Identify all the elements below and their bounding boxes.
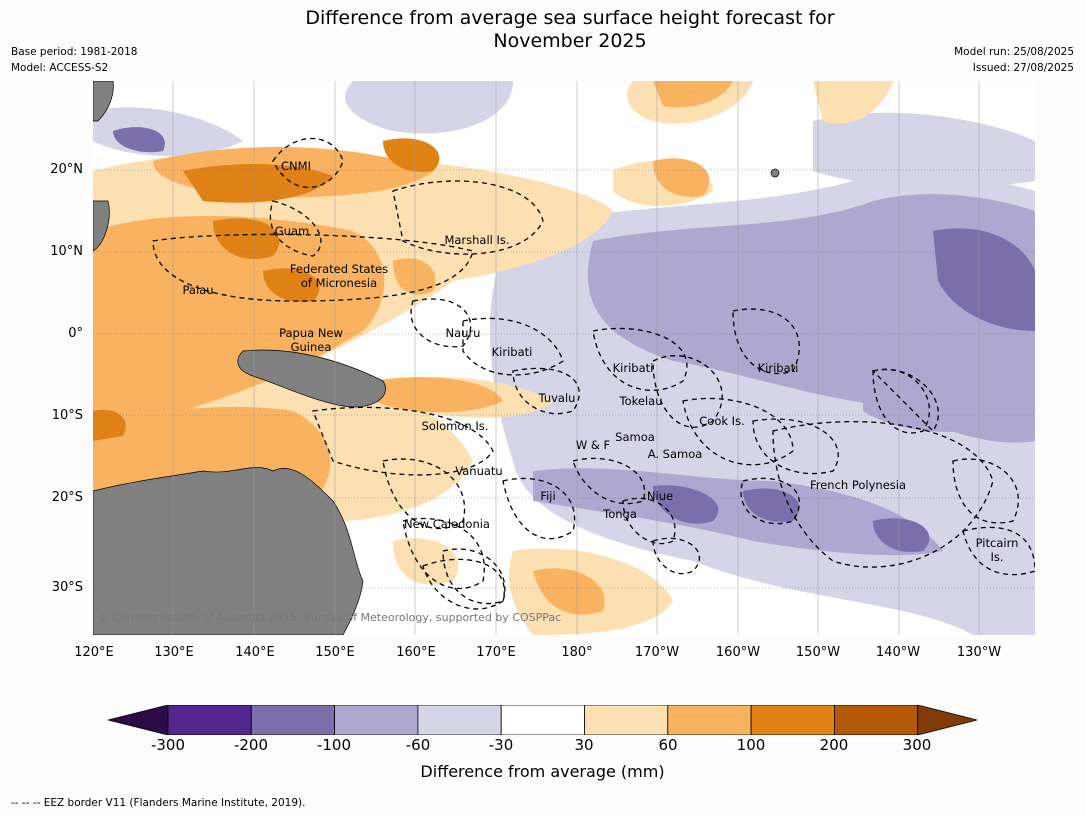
region-label: Palau: [182, 283, 214, 297]
lon-label: 140°W: [875, 645, 921, 660]
eez-footnote: -- -- -- EEZ border V11 (Flanders Marine…: [11, 797, 306, 809]
lon-label: 180°: [561, 645, 593, 660]
title-line-1: Difference from average sea surface heig…: [305, 7, 835, 29]
colorbar-tick: 30: [574, 736, 594, 754]
region-label: Kiribati: [491, 345, 533, 359]
lon-label: 160°W: [715, 645, 761, 660]
meta-left: Base period: 1981-2018 Model: ACCESS-S2: [11, 44, 137, 76]
lon-label: 160°E: [396, 645, 436, 660]
colorbar-segment: [750, 705, 835, 735]
base-period: Base period: 1981-2018: [11, 46, 138, 58]
region-label: Fiji: [540, 489, 556, 503]
landmass: [93, 81, 780, 635]
lon-label: 170°W: [634, 645, 680, 660]
australia-shape: [93, 467, 364, 635]
colorbar-extend-low: [108, 705, 169, 735]
lat-label: 20°N: [50, 162, 83, 177]
lon-label: 150°W: [795, 645, 841, 660]
model-run: Model run: 25/08/2025: [954, 46, 1074, 58]
colorbar-segment: [167, 705, 252, 735]
colorbar-tick: -60: [405, 736, 431, 754]
colorbar-segment: [584, 705, 669, 735]
negative-anomaly-dark: [113, 127, 1035, 552]
region-label: Niue: [646, 489, 674, 503]
lat-label: 0°: [68, 326, 83, 341]
colorbar-extend-high: [917, 705, 978, 735]
lon-label: 140°E: [235, 645, 275, 660]
colorbar-segment: [834, 705, 919, 735]
copyright-notice: © Commonwealth of Australia 2025, Bureau…: [98, 611, 562, 624]
region-label: Federated States of Micronesia: [289, 262, 389, 290]
lon-label: 130°E: [154, 645, 194, 660]
region-label: Vanuatu: [455, 464, 503, 478]
region-label: Marshall Is.: [444, 233, 510, 247]
model-name: Model: ACCESS-S2: [11, 62, 109, 74]
lon-label: 150°E: [315, 645, 355, 660]
region-label: Tuvalu: [538, 391, 576, 405]
map-panel: © Commonwealth of Australia 2025, Bureau…: [93, 81, 1035, 635]
philippines-shape: [93, 200, 110, 252]
region-label: Cook Is.: [699, 414, 745, 428]
meridian-lines: [172, 81, 980, 635]
region-label: Tonga: [603, 507, 637, 521]
region-label: Samoa: [615, 430, 655, 444]
eez-borders: [152, 138, 1035, 610]
colorbar: [108, 705, 978, 735]
region-label: New Caledonia: [404, 517, 490, 531]
region-label: Tokelau: [619, 394, 663, 408]
colorbar-segment: [500, 705, 585, 735]
lon-label: 120°E: [74, 645, 114, 660]
lat-label: 10°N: [50, 244, 83, 259]
lat-label: 30°S: [51, 580, 83, 595]
region-label: W & F: [575, 438, 611, 452]
positive-anomaly-dark: [93, 138, 440, 441]
colorbar-tick: -100: [316, 736, 352, 754]
colorbar-segment: [334, 705, 419, 735]
asia-shape: [93, 81, 114, 122]
colorbar-tick: -200: [233, 736, 269, 754]
hawaii-shape: [770, 168, 780, 178]
colorbar-tick: -30: [488, 736, 514, 754]
colorbar-tick: 200: [819, 736, 849, 754]
lon-label: 130°W: [956, 645, 1002, 660]
region-label: A. Samoa: [647, 447, 703, 461]
lat-label: 10°S: [51, 408, 83, 423]
region-label: CNMI: [281, 159, 311, 173]
issued-date: Issued: 27/08/2025: [972, 62, 1074, 74]
title-line-2: November 2025: [493, 30, 647, 52]
colorbar-segment: [250, 705, 336, 735]
colorbar-segment: [667, 705, 752, 735]
colorbar-segment: [417, 705, 502, 735]
region-label: Guam: [274, 224, 310, 238]
region-label: Pitcairn Is.: [975, 536, 1019, 564]
colorbar-tick: 300: [902, 736, 932, 754]
chart-title: Difference from average sea surface heig…: [0, 7, 1085, 53]
colorbar-label: Difference from average (mm): [420, 762, 665, 781]
meta-right: Model run: 25/08/2025 Issued: 27/08/2025: [954, 44, 1074, 76]
region-label: Kiribati: [757, 361, 799, 375]
colorbar-tick: 100: [736, 736, 766, 754]
gridlines: [93, 169, 1035, 589]
region-label: Papua New Guinea: [279, 326, 343, 354]
sea-surface-height-map: [93, 81, 1035, 635]
colorbar-tick: 60: [658, 736, 678, 754]
lat-label: 20°S: [51, 490, 83, 505]
colorbar-tick: -300: [150, 736, 186, 754]
region-label: French Polynesia: [809, 478, 907, 492]
region-label: Solomon Is.: [421, 419, 489, 433]
region-label: Nauru: [445, 326, 481, 340]
region-label: Kiribati: [612, 361, 654, 375]
lon-label: 170°E: [476, 645, 516, 660]
